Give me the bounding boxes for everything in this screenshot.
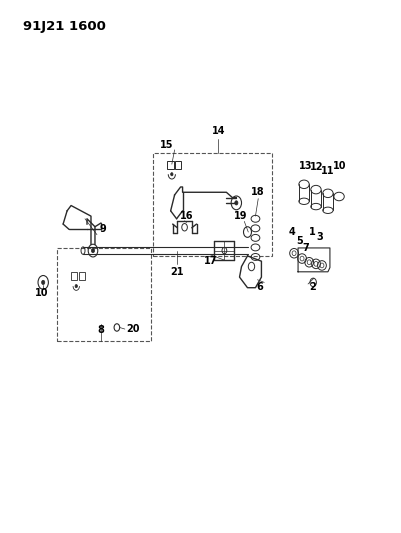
Bar xyxy=(167,161,174,169)
Text: 10: 10 xyxy=(34,288,48,298)
Text: 14: 14 xyxy=(212,126,225,136)
Text: 4: 4 xyxy=(289,227,296,237)
Circle shape xyxy=(235,201,238,205)
Text: 15: 15 xyxy=(160,140,173,150)
Circle shape xyxy=(91,248,95,253)
Text: 10: 10 xyxy=(333,161,346,171)
Bar xyxy=(57,248,151,341)
Text: 1: 1 xyxy=(309,227,315,237)
Text: 17: 17 xyxy=(204,256,217,266)
Bar xyxy=(79,272,85,280)
Text: 13: 13 xyxy=(299,161,312,171)
Text: 7: 7 xyxy=(302,243,309,253)
Circle shape xyxy=(171,173,173,176)
Text: 19: 19 xyxy=(233,211,247,221)
Bar xyxy=(175,161,181,169)
Text: 6: 6 xyxy=(256,281,263,292)
Text: 11: 11 xyxy=(321,166,335,176)
Text: 8: 8 xyxy=(97,325,104,335)
Text: 91J21 1600: 91J21 1600 xyxy=(23,20,106,33)
Text: 2: 2 xyxy=(310,281,316,292)
Text: 18: 18 xyxy=(251,187,265,197)
Circle shape xyxy=(75,285,77,288)
Text: 3: 3 xyxy=(317,232,323,243)
Text: 21: 21 xyxy=(170,267,183,277)
Text: 9: 9 xyxy=(99,224,106,235)
Bar xyxy=(153,152,272,256)
Text: 12: 12 xyxy=(310,162,324,172)
Text: 20: 20 xyxy=(126,324,140,334)
Text: 5: 5 xyxy=(296,236,303,246)
Text: 16: 16 xyxy=(180,211,193,221)
Bar xyxy=(71,272,77,280)
Circle shape xyxy=(42,280,45,285)
